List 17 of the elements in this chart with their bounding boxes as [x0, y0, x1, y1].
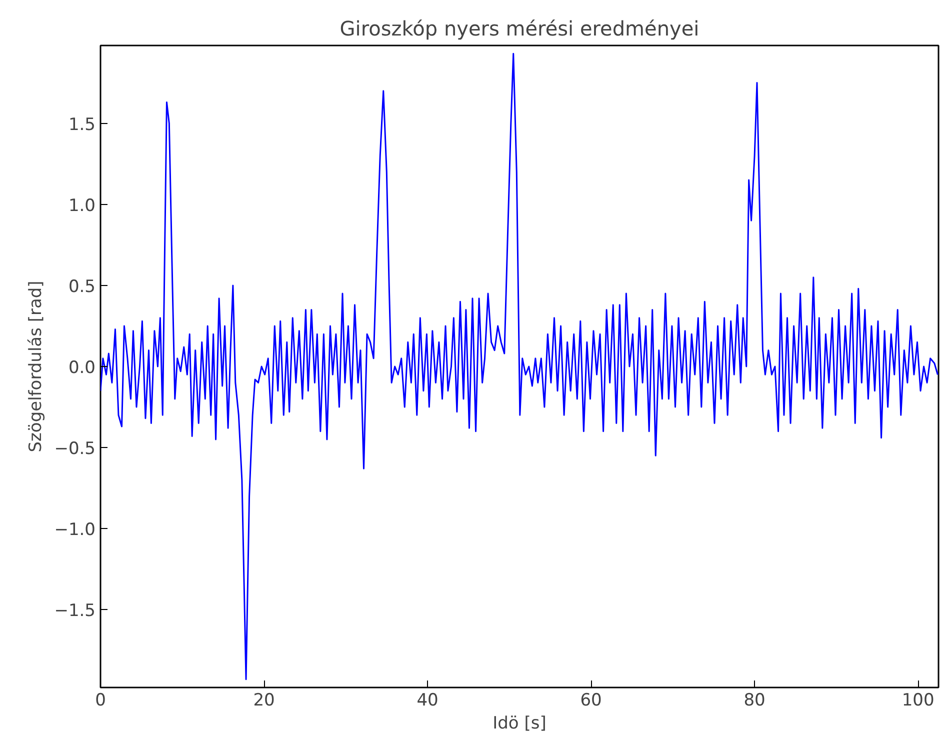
- x-tick-label: 0: [95, 690, 106, 710]
- y-tick-label: −1.0: [54, 520, 96, 540]
- x-tick-label: 100: [902, 690, 934, 710]
- y-tick-label: −1.5: [54, 601, 96, 622]
- y-tick-label: 1.0: [68, 196, 96, 216]
- y-tick-label: 0.5: [68, 276, 96, 297]
- x-tick-label: 40: [416, 690, 438, 710]
- x-tick-label: 80: [744, 690, 766, 710]
- chart-title: Giroszkóp nyers mérési eredményei: [340, 16, 700, 40]
- y-tick-label: −0.5: [54, 439, 96, 460]
- x-axis-title: Idö [s]: [492, 714, 546, 734]
- y-axis-title: Szögelfordulás [rad]: [26, 280, 46, 452]
- x-tick-label: 60: [580, 690, 602, 710]
- y-tick-label: 0.0: [68, 358, 96, 378]
- x-tick-label: 20: [253, 690, 275, 710]
- line-series: [100, 52, 938, 680]
- y-tick-label: 1.5: [68, 114, 96, 135]
